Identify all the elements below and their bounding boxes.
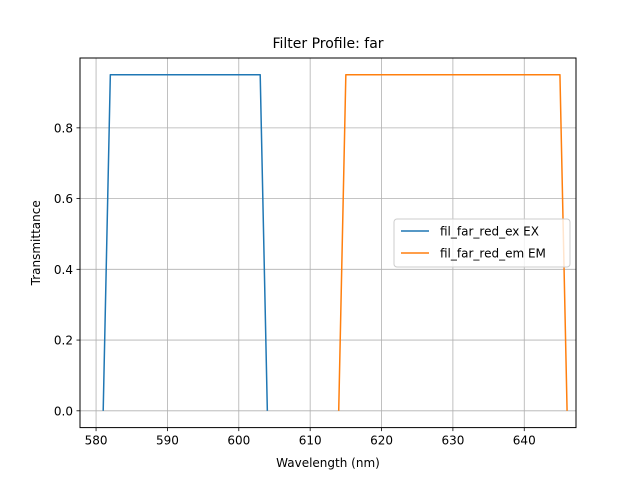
legend-label-2: fil_far_red_em EM (440, 247, 546, 261)
x-tick-label: 580 (85, 434, 108, 448)
y-tick-label: 0.8 (54, 121, 73, 135)
plot-frame (79, 57, 577, 429)
y-tick-label: 0.2 (54, 334, 73, 348)
x-tick-label: 640 (513, 434, 536, 448)
legend: fil_far_red_ex EX fil_far_red_em EM (393, 218, 571, 268)
x-tick-label: 610 (299, 434, 322, 448)
legend-box (393, 218, 571, 268)
x-tick-label: 620 (370, 434, 393, 448)
x-tick-label: 590 (156, 434, 179, 448)
x-tick-label: 600 (227, 434, 250, 448)
y-tick-label: 0.6 (54, 192, 73, 206)
x-tick-label: 630 (441, 434, 464, 448)
y-tick-label: 0.0 (54, 404, 73, 418)
series-line-1 (102, 74, 269, 411)
y-tick-label: 0.4 (54, 263, 73, 277)
y-axis-label: Transmittance (29, 200, 43, 286)
x-axis-label: Wavelength (nm) (276, 456, 380, 470)
chart-title: Filter Profile: far (272, 36, 383, 52)
grid-layer (80, 58, 576, 428)
legend-label-1: fil_far_red_ex EX (440, 225, 539, 239)
tick-layer: 580 590 600 610 620 630 640 0.0 0.2 0.4 0.6 0.8 (54, 121, 536, 447)
